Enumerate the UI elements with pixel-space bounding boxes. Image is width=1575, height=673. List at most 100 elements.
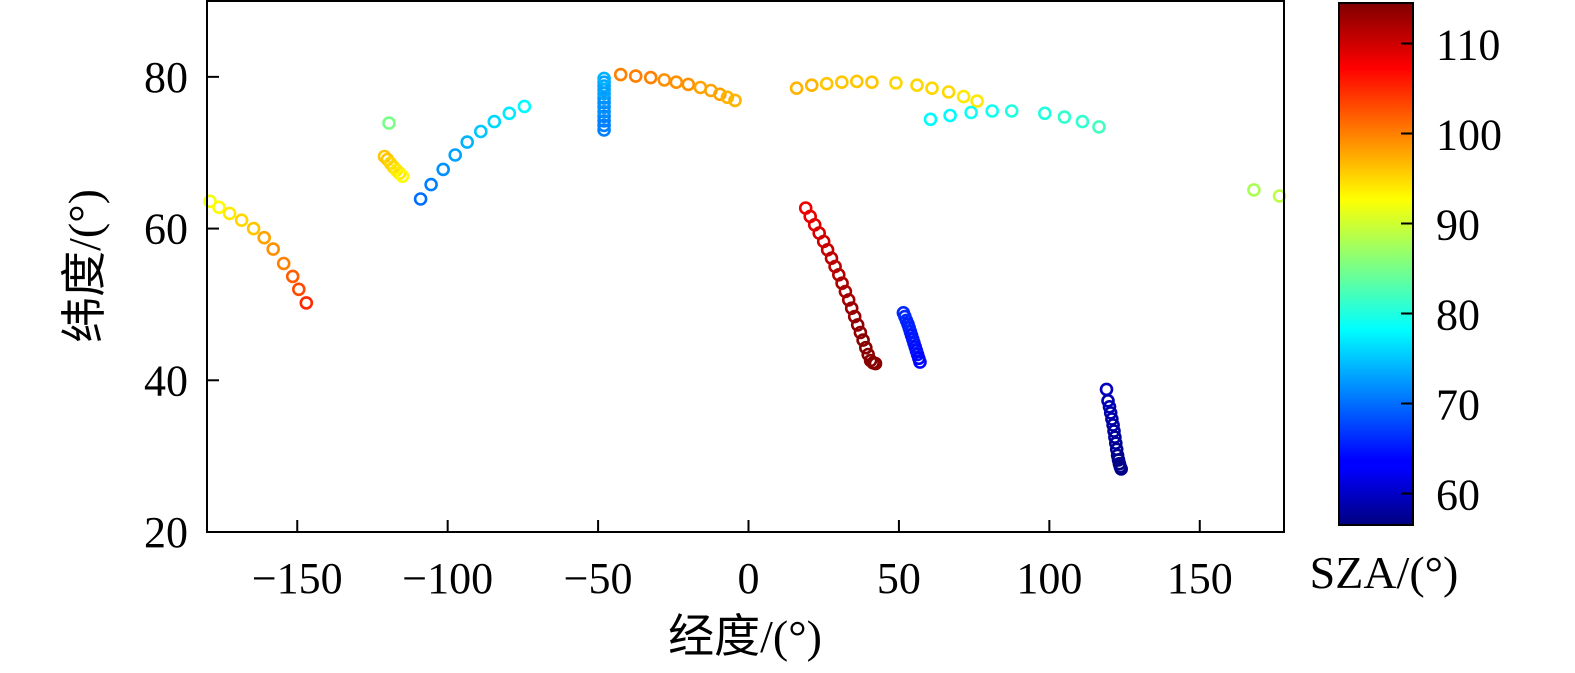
data-point-7-4 [1004,104,1019,118]
data-point-6-4 [849,74,864,89]
data-point-6-0 [789,81,804,95]
data-point-3-5 [473,124,488,139]
data-point-3-1 [424,177,438,192]
colorbar-label: SZA/(°) [1310,547,1459,598]
data-point-11-4 [1105,412,1119,426]
data-point-0-9 [291,282,306,297]
data-point-5-9 [720,90,735,105]
data-point-11-8 [1109,436,1123,451]
data-point-7-0 [923,112,938,127]
x-axis: −150 −100 −50 0 50 100 150 [252,520,1233,603]
data-point-0-10 [299,296,314,310]
data-point-4-2 [597,114,611,128]
x-axis-label: 经度/(°) [668,611,822,662]
data-point-11-3 [1103,406,1118,420]
data-point-7-5 [1038,106,1052,121]
data-point-10-13 [913,355,927,369]
y-tick-label: 40 [144,356,188,405]
data-point-8-0 [1247,183,1261,197]
data-point-6-6 [889,76,903,90]
data-point-0-4 [246,221,261,236]
data-point-5-5 [681,77,696,92]
data-point-5-0 [613,67,628,82]
x-tick-label: 0 [738,554,760,603]
data-point-9-14 [850,318,865,332]
data-point-4-0 [597,123,611,137]
x-tick-label: 50 [877,554,921,603]
data-point-5-4 [669,75,684,89]
data-point-0-3 [234,213,249,227]
data-point-11-7 [1108,430,1122,445]
data-point-6-11 [970,94,984,108]
data-point-6-3 [834,75,849,89]
data-point-3-6 [487,114,502,129]
data-point-2-6 [395,169,410,183]
x-tick-label: −150 [252,554,343,603]
data-point-7-3 [985,104,1000,118]
data-point-6-5 [865,75,879,89]
data-point-4-5 [597,100,611,114]
colorbar-tick-label: 80 [1436,291,1480,340]
x-tick-label: 100 [1016,554,1082,603]
data-point-6-10 [956,89,971,104]
data-point-4-1 [597,118,611,133]
colorbar-tick-label: 60 [1436,471,1480,520]
data-point-11-1 [1101,393,1115,408]
data-point-0-6 [266,242,281,256]
y-axis: 20 40 60 80 [144,53,219,557]
colorbar-tick-label: 90 [1436,201,1480,250]
data-point-9-11 [841,293,856,307]
colorbar-tick-label: 110 [1436,21,1500,70]
data-point-2-5 [392,166,407,180]
data-point-3-4 [460,135,475,149]
data-point-3-3 [448,148,463,162]
data-point-7-7 [1075,114,1090,129]
data-point-5-1 [628,69,643,83]
data-point-0-8 [285,269,300,284]
data-point-9-21 [868,356,883,371]
data-point-5-8 [713,87,727,102]
x-tick-label: −50 [564,554,633,603]
data-point-9-12 [844,301,859,316]
data-point-3-2 [436,162,451,177]
data-point-7-2 [964,105,978,120]
y-tick-label: 20 [144,508,188,557]
data-point-9-17 [858,340,873,355]
data-point-6-2 [819,76,834,91]
data-point-4-3 [597,109,611,124]
data-point-6-1 [804,78,819,92]
data-point-9-15 [853,325,868,340]
data-point-0-5 [257,230,272,245]
colorbar-ticks: 60 70 80 90 100 110 [1401,21,1502,520]
data-point-3-7 [502,106,517,121]
data-point-6-7 [910,78,924,92]
data-point-6-8 [925,81,939,95]
data-point-9-13 [847,309,862,324]
data-point-4-4 [597,105,611,119]
data-point-3-8 [517,99,532,114]
data-point-0-2 [222,206,237,221]
data-point-3-0 [413,192,428,206]
data-point-1-0 [382,116,396,130]
data-point-9-16 [856,333,870,347]
data-point-6-9 [941,85,956,99]
data-point-0-0 [203,194,217,209]
y-axis-label: 纬度/(°) [59,189,110,343]
x-tick-label: 150 [1167,554,1233,603]
data-point-11-2 [1102,399,1117,414]
data-points [203,67,1287,476]
data-point-7-1 [943,108,957,123]
data-point-7-6 [1057,110,1072,124]
y-tick-label: 80 [144,53,188,102]
x-tick-label: −100 [402,554,493,603]
data-point-11-6 [1107,424,1121,438]
data-point-4-12 [597,71,611,86]
colorbar-tick-label: 100 [1436,111,1502,160]
data-point-0-1 [212,200,226,215]
colorbar-tick-label: 70 [1436,381,1480,430]
plot-frame [206,0,1285,533]
data-point-5-10 [728,93,742,108]
data-point-11-5 [1106,418,1120,432]
data-point-4-6 [597,95,611,110]
